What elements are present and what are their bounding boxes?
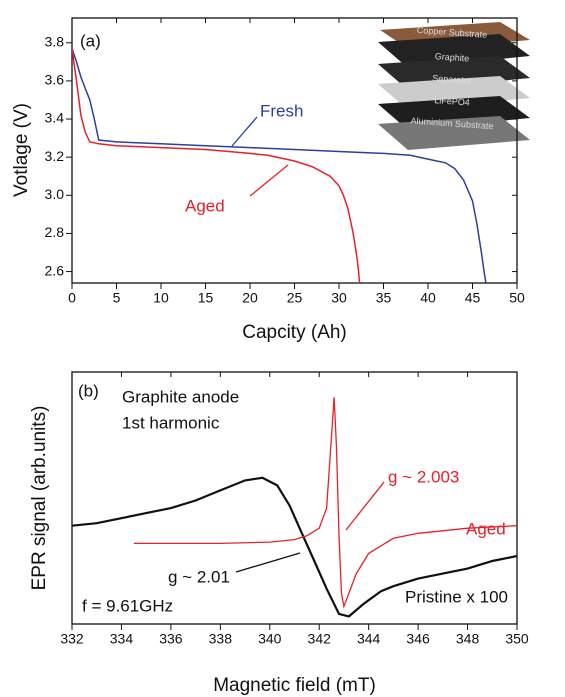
series-line <box>133 397 517 609</box>
x-tick-label: 338 <box>209 631 233 647</box>
x-tick-label: 344 <box>357 631 381 647</box>
y-tick-label: 3.8 <box>45 33 65 49</box>
annotation: Aged <box>185 196 225 215</box>
x-tick-label: 348 <box>456 631 480 647</box>
y-tick-label: 3.4 <box>45 110 65 126</box>
arrow <box>345 481 385 531</box>
inset-label: LiFePO4 <box>434 95 470 107</box>
x-tick-label: 50 <box>509 290 525 306</box>
x-tick-label: 25 <box>287 290 303 306</box>
x-tick-label: 35 <box>376 290 392 306</box>
series-line <box>72 48 487 283</box>
x-axis-label: Magnetic field (mT) <box>213 675 376 696</box>
y-tick-label: 2.8 <box>45 224 65 240</box>
inset-label: Separator <box>432 73 472 86</box>
x-axis-label: Capcity (Ah) <box>242 322 347 343</box>
annotation: g ~ 2.003 <box>388 467 459 486</box>
x-tick-label: 334 <box>110 631 134 647</box>
arrow <box>235 552 301 573</box>
series-line <box>72 476 517 618</box>
annotation: Aged <box>466 519 506 538</box>
y-tick-label: 3.2 <box>45 148 65 164</box>
x-tick-label: 336 <box>159 631 183 647</box>
x-tick-label: 45 <box>465 290 481 306</box>
annotation: f = 9.61GHz <box>82 596 173 615</box>
inset-label: Graphite <box>434 51 469 63</box>
x-tick-label: 10 <box>153 290 169 306</box>
x-tick-label: 20 <box>242 290 258 306</box>
x-tick-label: 5 <box>113 290 121 306</box>
x-tick-label: 0 <box>68 290 76 306</box>
x-tick-label: 340 <box>258 631 282 647</box>
y-tick-label: 3.0 <box>45 186 65 202</box>
x-tick-label: 350 <box>505 631 529 647</box>
x-tick-label: 30 <box>331 290 347 306</box>
annotation: Fresh <box>260 101 303 120</box>
plot-frame <box>71 371 518 625</box>
x-tick-label: 342 <box>308 631 332 647</box>
annotation: Pristine x 100 <box>405 587 508 606</box>
annotation: (b) <box>78 381 99 400</box>
annotation: (a) <box>80 31 101 50</box>
x-tick-label: 346 <box>406 631 430 647</box>
y-axis-label: EPR signal (arb.units) <box>29 406 50 591</box>
y-axis-label: Votlage (V) <box>11 103 32 197</box>
annotation: g ~ 2.01 <box>168 567 230 586</box>
battery-inset <box>378 22 530 150</box>
annotation: 1st harmonic <box>122 413 220 432</box>
arrow <box>231 116 258 147</box>
x-tick-label: 15 <box>198 290 214 306</box>
x-tick-label: 40 <box>420 290 436 306</box>
y-tick-label: 2.6 <box>45 262 65 278</box>
inset-label: Copper Substrate <box>417 25 488 40</box>
x-tick-label: 332 <box>60 631 84 647</box>
series-line <box>72 48 361 283</box>
y-tick-label: 3.6 <box>45 72 65 88</box>
annotation: Graphite anode <box>122 387 239 406</box>
arrow <box>249 164 289 197</box>
